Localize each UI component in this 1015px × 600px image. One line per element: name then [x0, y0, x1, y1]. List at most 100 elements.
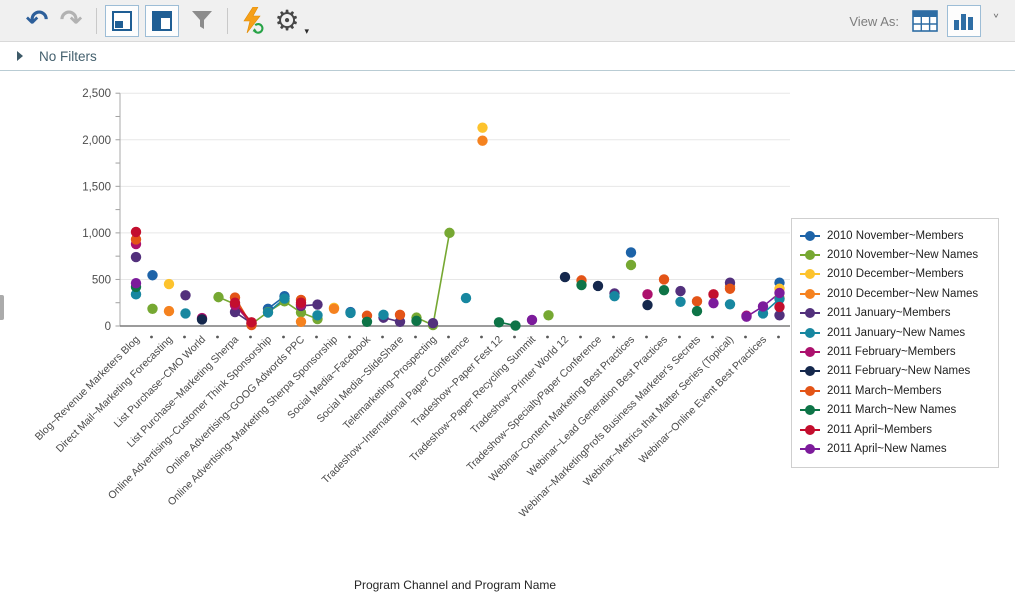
- data-point[interactable]: [427, 318, 439, 329]
- data-point[interactable]: [460, 292, 472, 304]
- data-point[interactable]: [543, 310, 554, 321]
- data-point[interactable]: [675, 296, 686, 307]
- data-point[interactable]: [361, 316, 373, 328]
- svg-text:2,500: 2,500: [82, 88, 111, 100]
- legend-item[interactable]: 2011 April~New Names: [800, 439, 990, 458]
- data-point[interactable]: [130, 234, 142, 245]
- view-as-dropdown-button[interactable]: ˅: [987, 4, 1005, 38]
- data-point[interactable]: [477, 135, 488, 146]
- svg-text:Program Channel and Program Na: Program Channel and Program Name: [354, 578, 556, 592]
- data-point[interactable]: [394, 309, 406, 321]
- legend-item[interactable]: 2010 November~Members: [800, 226, 990, 245]
- data-point[interactable]: [642, 289, 653, 300]
- data-point[interactable]: [345, 307, 356, 319]
- data-point[interactable]: [229, 297, 241, 308]
- data-point[interactable]: [411, 315, 422, 327]
- legend-item[interactable]: 2010 December~New Names: [800, 284, 990, 303]
- legend-label: 2011 April~Members: [827, 423, 932, 436]
- data-point[interactable]: [130, 277, 142, 289]
- data-point[interactable]: [163, 305, 175, 317]
- legend-item[interactable]: 2010 November~New Names: [800, 245, 990, 264]
- data-point[interactable]: [196, 314, 208, 325]
- toolbar-separator: [227, 7, 228, 34]
- data-point[interactable]: [625, 259, 637, 271]
- data-point[interactable]: [526, 314, 538, 326]
- data-point[interactable]: [312, 299, 323, 310]
- data-point[interactable]: [147, 270, 158, 281]
- data-point[interactable]: [130, 251, 142, 263]
- data-point[interactable]: [708, 297, 719, 309]
- legend-item[interactable]: 2011 March~New Names: [800, 401, 990, 420]
- filter-button[interactable]: [185, 4, 219, 38]
- redo-button[interactable]: ↷: [54, 4, 88, 38]
- settings-gear-icon: ⚙: [274, 3, 300, 37]
- data-point[interactable]: [576, 279, 587, 291]
- data-point[interactable]: [180, 308, 191, 319]
- legend-item[interactable]: 2011 January~New Names: [800, 323, 990, 342]
- data-point[interactable]: [774, 301, 785, 313]
- data-point[interactable]: [279, 293, 290, 304]
- legend-item[interactable]: 2011 February~New Names: [800, 362, 990, 381]
- legend-label: 2010 December~New Names: [827, 287, 979, 300]
- filter-bar[interactable]: No Filters: [0, 42, 1015, 71]
- data-point[interactable]: [180, 290, 191, 301]
- legend-item[interactable]: 2011 February~Members: [800, 342, 990, 361]
- data-point[interactable]: [477, 122, 488, 133]
- legend-item[interactable]: 2010 December~Members: [800, 265, 990, 284]
- data-point[interactable]: [559, 271, 571, 283]
- redo-icon: ↷: [59, 5, 83, 36]
- legend-marker-icon: [800, 250, 820, 261]
- legend-marker-icon: [800, 443, 820, 454]
- legend-item[interactable]: 2011 April~Members: [800, 420, 990, 439]
- data-point[interactable]: [691, 305, 703, 317]
- collapsed-panel-handle[interactable]: [0, 295, 4, 320]
- data-point[interactable]: [658, 274, 670, 285]
- data-point[interactable]: [444, 227, 455, 239]
- data-point[interactable]: [295, 316, 307, 328]
- refresh-data-button[interactable]: [236, 4, 270, 38]
- svg-text:500: 500: [92, 274, 111, 286]
- view-as-chart-icon: [954, 14, 973, 30]
- data-point[interactable]: [130, 289, 142, 300]
- data-point[interactable]: [378, 309, 389, 321]
- view-as-chart-button[interactable]: [947, 5, 981, 37]
- data-point[interactable]: [609, 291, 620, 302]
- filter-expand-icon[interactable]: [17, 51, 23, 61]
- legend-marker-icon: [800, 405, 820, 416]
- data-point[interactable]: [724, 283, 736, 294]
- data-point[interactable]: [642, 299, 653, 311]
- data-point[interactable]: [691, 296, 703, 307]
- legend-marker-icon: [800, 308, 820, 319]
- data-point[interactable]: [262, 307, 274, 318]
- data-point[interactable]: [774, 287, 785, 299]
- maximize-report-button[interactable]: [105, 4, 139, 37]
- data-point[interactable]: [493, 317, 505, 328]
- data-point[interactable]: [757, 301, 769, 312]
- settings-button[interactable]: ⚙ ▾: [270, 3, 309, 38]
- data-point[interactable]: [708, 289, 719, 300]
- layout-panel-button[interactable]: [145, 4, 179, 37]
- data-point[interactable]: [658, 284, 670, 296]
- data-point[interactable]: [147, 303, 158, 314]
- view-as-table-button[interactable]: [909, 4, 941, 38]
- data-point[interactable]: [741, 311, 752, 322]
- undo-button[interactable]: ↶: [20, 4, 54, 38]
- data-point[interactable]: [510, 320, 521, 331]
- legend-label: 2011 March~New Names: [827, 404, 957, 417]
- data-point[interactable]: [130, 226, 142, 238]
- data-point[interactable]: [675, 285, 686, 297]
- view-as-table-icon: [912, 10, 938, 32]
- data-point[interactable]: [592, 280, 604, 292]
- legend-item[interactable]: 2011 January~Members: [800, 304, 990, 323]
- data-point[interactable]: [328, 303, 340, 314]
- data-point[interactable]: [246, 317, 257, 328]
- data-point[interactable]: [724, 299, 736, 310]
- data-point[interactable]: [312, 310, 323, 321]
- data-point[interactable]: [163, 278, 175, 290]
- data-point[interactable]: [295, 297, 307, 308]
- data-point[interactable]: [625, 247, 637, 258]
- data-point[interactable]: [774, 310, 785, 321]
- data-point[interactable]: [213, 291, 224, 303]
- legend-item[interactable]: 2011 March~Members: [800, 381, 990, 400]
- legend-label: 2011 January~New Names: [827, 326, 966, 339]
